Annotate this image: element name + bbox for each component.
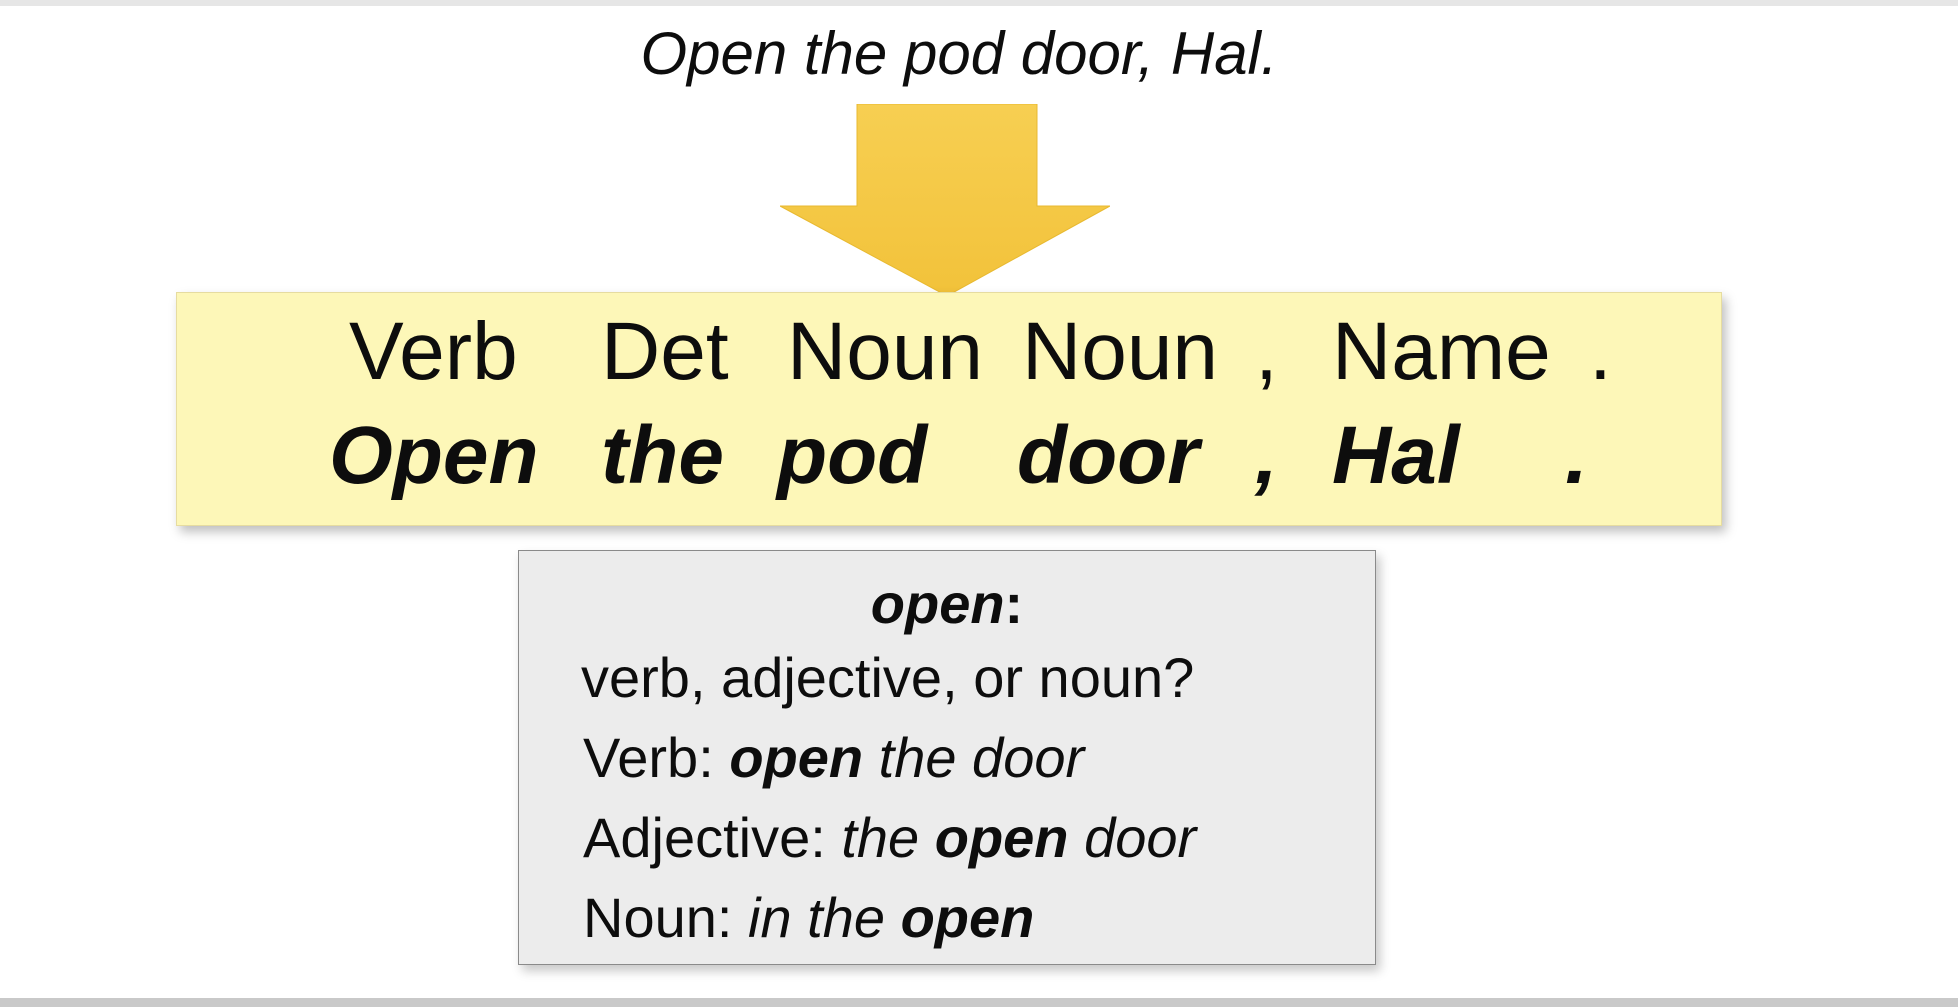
example-keyword: open: [934, 806, 1069, 869]
ambiguity-box: open: verb, adjective, or noun? Verb: op…: [518, 550, 1376, 965]
input-sentence: Open the pod door, Hal.: [640, 20, 1278, 87]
top-rule: [0, 0, 1958, 6]
word-door: door: [1017, 410, 1200, 501]
example-pre: in the: [748, 886, 901, 949]
down-arrow-icon: [780, 104, 1110, 296]
word-pod: pod: [777, 410, 928, 501]
example-adjective: Adjective: the open door: [583, 803, 1196, 873]
example-pre: the: [841, 806, 935, 869]
word-period: .: [1565, 410, 1588, 501]
ambiguity-heading: open:: [519, 569, 1375, 639]
tag-period: .: [1589, 306, 1612, 397]
word-open: Open: [329, 410, 539, 501]
word-comma: ,: [1255, 410, 1278, 501]
example-verb: Verb: open the door: [583, 723, 1084, 793]
example-label: Noun:: [583, 886, 748, 949]
example-label: Verb:: [583, 726, 730, 789]
example-post: the door: [863, 726, 1085, 789]
example-keyword: open: [729, 726, 864, 789]
example-post: door: [1068, 806, 1197, 869]
tag-det: Det: [601, 306, 729, 397]
heading-colon: :: [1004, 572, 1024, 635]
tag-noun: Noun: [1022, 306, 1219, 397]
bottom-rule: [0, 998, 1958, 1007]
tag-verb: Verb: [349, 306, 518, 397]
tag-name: Name: [1332, 306, 1551, 397]
tag-comma: ,: [1255, 306, 1278, 397]
example-label: Adjective:: [583, 806, 842, 869]
example-noun: Noun: in the open: [583, 883, 1034, 953]
pos-tag-box: Verb Det Noun Noun , Name . Open the pod…: [176, 292, 1722, 526]
ambiguous-word: open: [870, 572, 1005, 635]
example-keyword: open: [900, 886, 1035, 949]
tag-noun: Noun: [787, 306, 984, 397]
word-hal: Hal: [1332, 410, 1460, 501]
word-the: the: [601, 410, 724, 501]
ambiguity-question: verb, adjective, or noun?: [581, 646, 1195, 709]
